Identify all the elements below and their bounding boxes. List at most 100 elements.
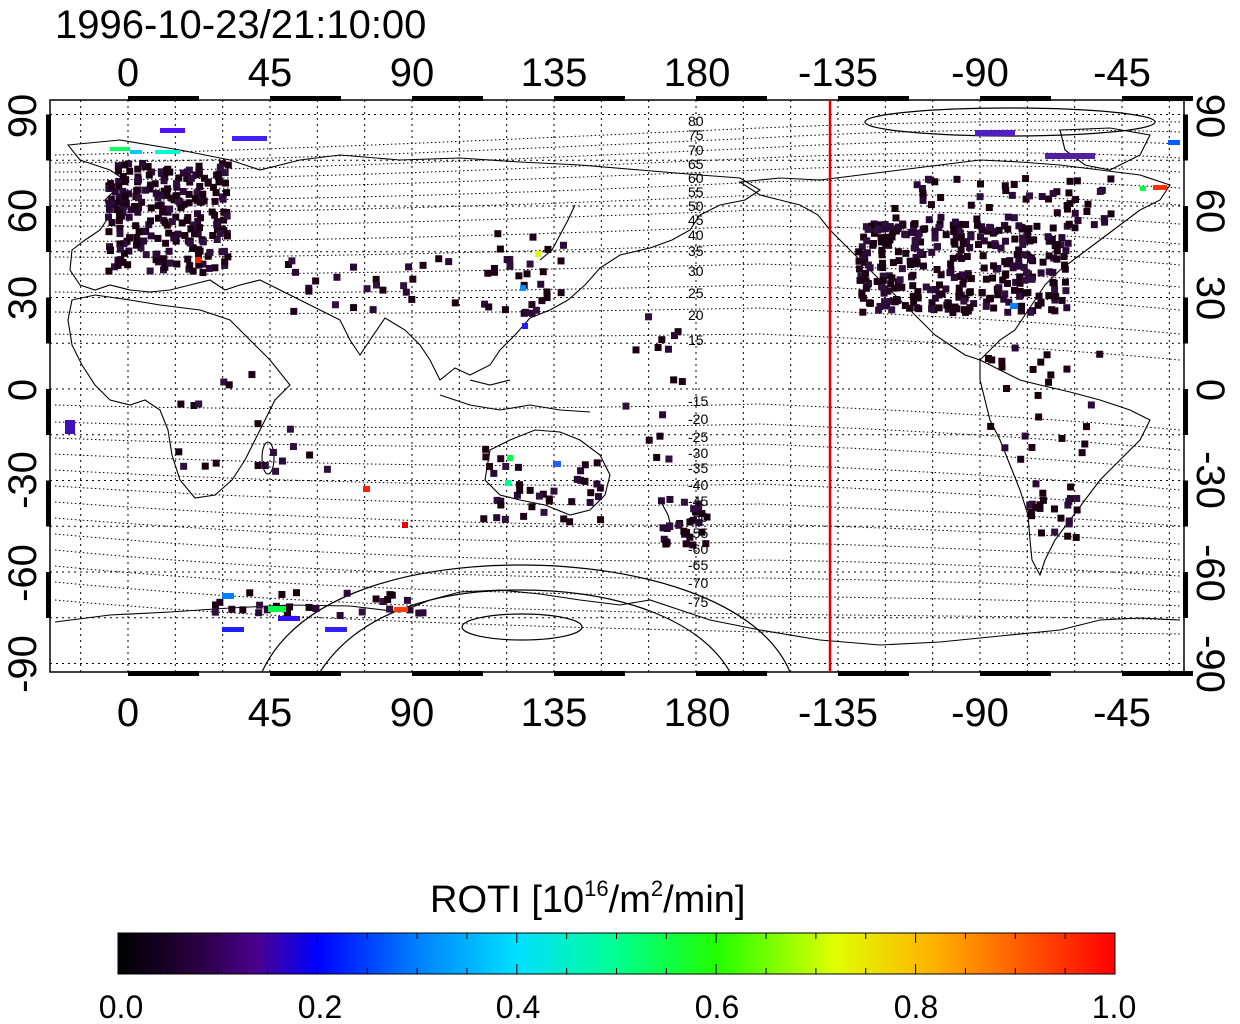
- roti-marker: [1026, 255, 1034, 263]
- roti-marker: [1101, 218, 1109, 226]
- roti-marker: [1019, 240, 1027, 248]
- roti-marker: [937, 271, 945, 279]
- roti-marker: [216, 163, 224, 171]
- bottom-tick-bar: [1122, 671, 1193, 676]
- roti-marker: [289, 443, 297, 451]
- contour-label: -75: [688, 594, 708, 610]
- roti-marker: [190, 402, 198, 410]
- roti-marker: [138, 198, 146, 206]
- roti-marker: [919, 192, 927, 200]
- roti-marker: [703, 513, 711, 521]
- roti-marker: [486, 463, 494, 471]
- right-lat-tick: 90: [1188, 94, 1232, 139]
- right-tick-bar: [1183, 389, 1188, 435]
- contour-label: 75: [688, 127, 704, 143]
- roti-marker: [403, 596, 411, 604]
- roti-marker: [105, 228, 113, 236]
- roti-marker: [513, 491, 521, 499]
- roti-marker: [223, 212, 231, 220]
- roti-marker: [938, 290, 946, 298]
- roti-marker: [126, 167, 134, 175]
- roti-marker: [189, 221, 197, 229]
- roti-marker: [1029, 365, 1037, 373]
- roti-marker: [134, 208, 142, 216]
- roti-marker: [989, 274, 997, 282]
- roti-marker: [958, 254, 966, 262]
- roti-marker: [224, 253, 232, 261]
- roti-marker: [1010, 286, 1018, 294]
- contour-label: -70: [688, 575, 708, 591]
- contour-label: -15: [688, 393, 708, 409]
- roti-marker-highlight: [130, 150, 142, 154]
- roti-marker: [485, 303, 493, 311]
- roti-marker: [1037, 358, 1045, 366]
- roti-marker-highlight: [402, 522, 408, 528]
- roti-marker: [543, 294, 551, 302]
- roti-marker: [967, 233, 975, 241]
- roti-marker: [1050, 505, 1058, 513]
- roti-marker: [144, 163, 152, 171]
- roti-marker: [1028, 512, 1036, 520]
- roti-marker: [1061, 261, 1069, 269]
- colorbar-tick: 0.4: [496, 989, 540, 1024]
- roti-marker: [349, 263, 357, 271]
- roti-marker: [116, 245, 124, 253]
- roti-marker: [918, 185, 926, 193]
- roti-marker: [214, 172, 222, 180]
- roti-marker: [405, 263, 413, 271]
- roti-marker: [593, 480, 601, 488]
- bottom-longitude-labels: 0 45 90 135 180 -135 -90 -45: [117, 691, 1151, 735]
- roti-marker: [910, 299, 918, 307]
- roti-marker: [892, 227, 900, 235]
- roti-marker: [379, 286, 387, 294]
- top-lon-tick: -45: [1093, 51, 1151, 95]
- roti-marker: [1066, 200, 1074, 208]
- roti-marker: [1078, 449, 1086, 457]
- roti-marker: [1010, 180, 1018, 188]
- roti-marker: [218, 225, 226, 233]
- roti-marker: [942, 285, 950, 293]
- roti-marker: [1073, 506, 1081, 514]
- roti-marker: [911, 220, 919, 228]
- roti-marker: [1043, 351, 1051, 359]
- roti-marker: [213, 225, 221, 233]
- roti-marker: [216, 230, 224, 238]
- roti-marker: [1053, 247, 1061, 255]
- roti-marker: [154, 194, 162, 202]
- roti-marker: [622, 402, 630, 410]
- roti-marker: [888, 306, 896, 314]
- roti-marker: [913, 181, 921, 189]
- roti-marker: [860, 233, 868, 241]
- roti-marker: [1015, 256, 1023, 264]
- roti-marker: [586, 498, 594, 506]
- roti-marker: [935, 304, 943, 312]
- roti-marker: [137, 244, 145, 252]
- roti-marker: [211, 197, 219, 205]
- roti-marker: [211, 264, 219, 272]
- roti-marker: [962, 221, 970, 229]
- right-lat-tick: -90: [1188, 635, 1232, 693]
- roti-marker: [891, 204, 899, 212]
- contour-label: 55: [688, 184, 704, 200]
- roti-marker: [875, 306, 883, 314]
- roti-marker: [654, 344, 662, 352]
- roti-marker: [502, 462, 510, 470]
- roti-marker: [1000, 295, 1008, 303]
- roti-marker: [386, 591, 394, 599]
- roti-marker: [573, 475, 581, 483]
- contour-label: 50: [688, 198, 704, 214]
- right-latitude-labels: 90 60 30 0 -30 -60 -90: [1188, 94, 1232, 693]
- roti-marker: [965, 289, 973, 297]
- roti-marker: [163, 190, 171, 198]
- roti-marker: [876, 302, 884, 310]
- roti-marker: [105, 205, 113, 213]
- roti-marker: [363, 285, 371, 293]
- roti-marker: [409, 275, 417, 283]
- roti-marker: [863, 237, 871, 245]
- roti-marker: [254, 462, 262, 470]
- roti-marker: [173, 260, 181, 268]
- roti-marker: [892, 214, 900, 222]
- roti-marker: [1013, 251, 1021, 259]
- roti-marker: [215, 178, 223, 186]
